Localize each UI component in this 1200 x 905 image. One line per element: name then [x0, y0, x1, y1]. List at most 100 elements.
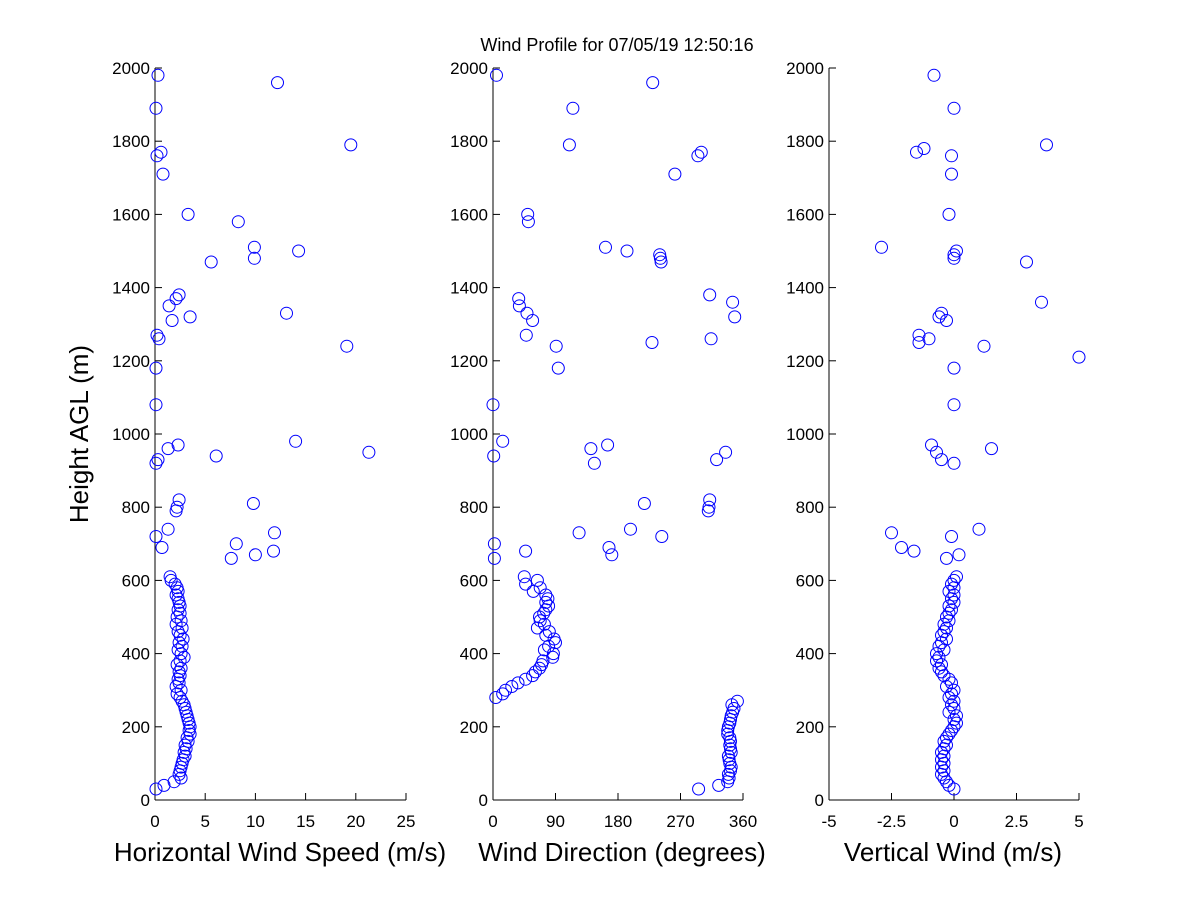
- x-tick-label: 0: [150, 812, 159, 831]
- data-point: [183, 310, 197, 324]
- data-point: [691, 149, 705, 163]
- data-point: [519, 577, 533, 591]
- data-point: [566, 101, 580, 115]
- x-tick-label: 90: [546, 812, 565, 831]
- data-point: [151, 453, 165, 467]
- data-point: [947, 782, 961, 796]
- data-point: [541, 592, 555, 606]
- data-point: [172, 288, 186, 302]
- y-tick-label: 200: [796, 718, 824, 737]
- data-point: [246, 497, 260, 510]
- data-point: [935, 453, 948, 467]
- data-point: [156, 167, 170, 181]
- data-point: [940, 610, 953, 624]
- data-point: [728, 310, 742, 324]
- y-tick-label: 2000: [450, 59, 488, 78]
- data-point: [170, 610, 184, 624]
- data-point: [912, 328, 926, 342]
- data-point: [942, 691, 956, 704]
- data-point: [721, 775, 735, 789]
- data-point: [340, 339, 354, 353]
- panel-wind-direction: Wind Direction (degrees) 0 200 400 600 800 10…: [450, 59, 766, 867]
- data-point: [940, 621, 953, 635]
- data-point: [942, 207, 956, 221]
- data-point: [907, 544, 921, 558]
- y-tick-label: 400: [460, 645, 488, 664]
- data-point: [224, 551, 238, 565]
- y-tick-label: 600: [460, 571, 488, 590]
- data-point: [499, 683, 512, 697]
- data-point: [654, 255, 668, 269]
- data-point: [875, 240, 888, 254]
- data-point: [972, 522, 986, 536]
- data-point: [169, 504, 183, 518]
- x-tick-label: 15: [296, 812, 315, 831]
- data-point: [271, 76, 284, 90]
- data-point: [344, 138, 358, 152]
- data-point: [512, 292, 526, 306]
- data-point: [935, 767, 948, 781]
- data-point: [149, 101, 163, 115]
- data-point: [599, 240, 612, 254]
- data-point: [1072, 350, 1086, 364]
- data-point: [181, 207, 195, 221]
- data-point: [584, 442, 598, 456]
- data-point: [947, 398, 961, 412]
- data-point: [945, 698, 958, 712]
- data-point: [602, 541, 616, 554]
- data-point: [551, 361, 565, 375]
- y-tick-label: 2000: [112, 59, 150, 78]
- x-tick-label: -5: [821, 812, 836, 831]
- data-point: [922, 332, 936, 346]
- data-point: [885, 526, 898, 540]
- data-point: [150, 328, 164, 342]
- data-point: [542, 599, 556, 613]
- data-point: [526, 314, 540, 327]
- data-point: [549, 636, 562, 650]
- data-point: [173, 628, 187, 642]
- data-point: [932, 650, 946, 664]
- data-point: [930, 445, 943, 459]
- data-point: [947, 248, 961, 262]
- data-point: [537, 643, 551, 657]
- x-tick-label: 2.5: [1005, 812, 1029, 831]
- y-tick-label: 2000: [786, 59, 824, 78]
- x-tick-label: 180: [604, 812, 632, 831]
- data-point: [910, 145, 923, 159]
- data-point: [935, 665, 948, 679]
- data-point: [725, 698, 739, 712]
- data-point: [171, 643, 185, 657]
- data-point: [247, 240, 261, 254]
- data-point: [1020, 255, 1033, 269]
- data-point: [703, 493, 717, 507]
- data-point: [945, 577, 958, 591]
- data-point: [530, 621, 544, 635]
- y-tick-label: 600: [796, 571, 824, 590]
- y-tick-label: 1800: [450, 132, 488, 151]
- data-point: [169, 292, 183, 306]
- x-tick-label: 5: [1074, 812, 1083, 831]
- y-tick-label: 1200: [786, 352, 824, 371]
- data-point: [701, 504, 715, 518]
- data-point: [624, 522, 637, 536]
- data-point: [694, 145, 708, 159]
- x-tick-label: 20: [346, 812, 365, 831]
- data-point: [912, 336, 926, 349]
- data-point: [537, 606, 551, 620]
- data-point: [646, 76, 660, 90]
- data-point: [947, 702, 961, 715]
- data-point: [605, 548, 619, 562]
- data-point: [937, 749, 951, 763]
- data-point: [152, 332, 166, 346]
- data-point: [155, 541, 169, 554]
- data-point: [937, 643, 951, 657]
- data-point: [362, 445, 376, 459]
- data-point: [945, 167, 958, 181]
- data-point: [950, 716, 963, 730]
- data-point: [161, 442, 175, 456]
- data-point: [937, 742, 951, 756]
- data-point: [521, 207, 535, 221]
- panel-horizontal-wind-speed: Horizontal Wind Speed (m/s) 020040060080…: [112, 59, 446, 867]
- y-axis-title: Height AGL (m): [64, 345, 94, 523]
- data-point: [170, 658, 184, 672]
